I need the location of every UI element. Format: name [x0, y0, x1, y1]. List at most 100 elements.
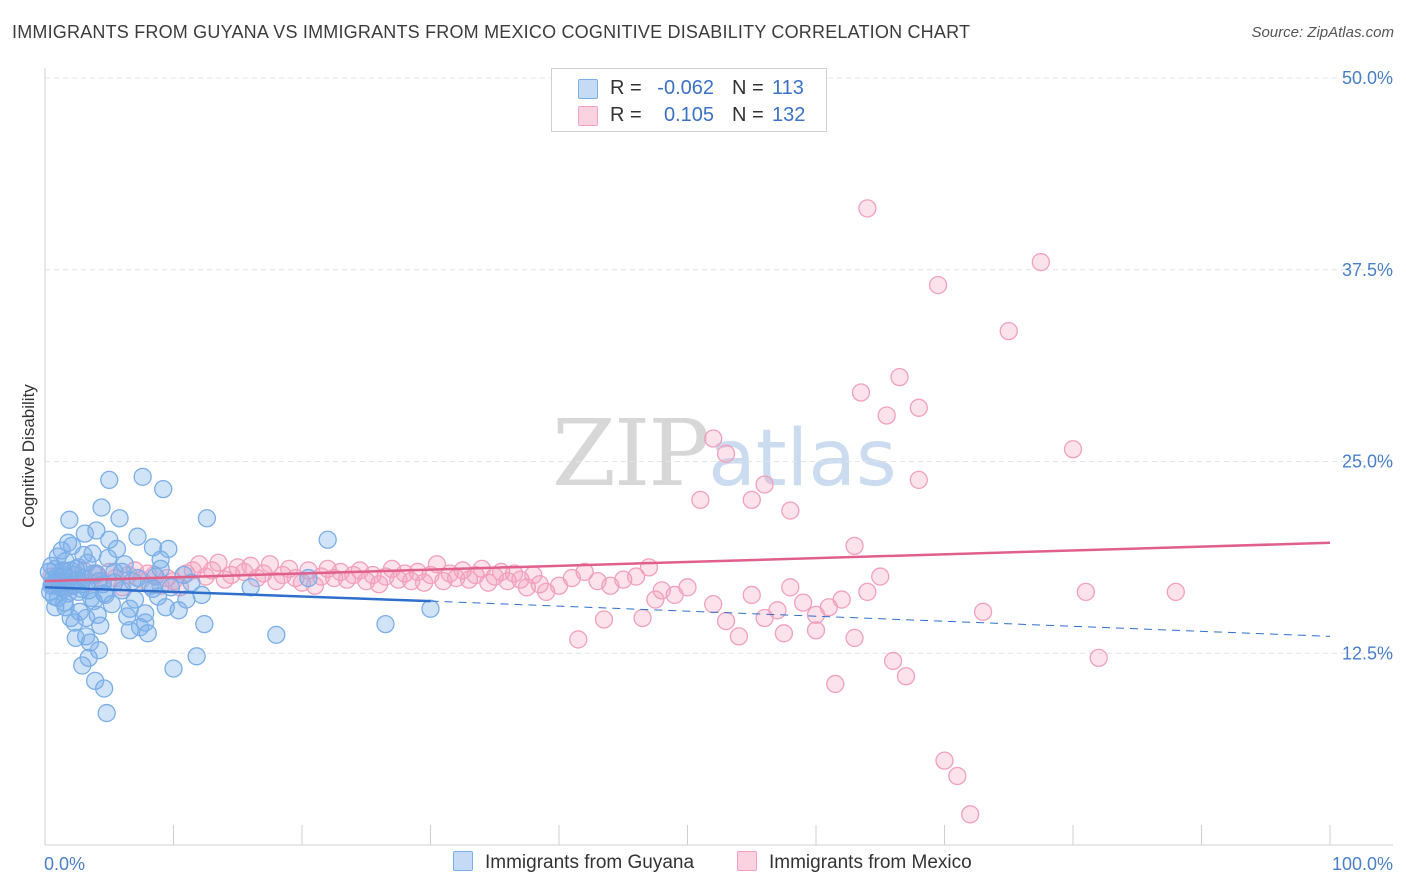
chart-title: IMMIGRANTS FROM GUYANA VS IMMIGRANTS FRO…	[12, 22, 971, 42]
bottom-legend-label-mexico: Immigrants from Mexico	[769, 852, 972, 873]
chart-source: Source: ZipAtlas.com	[1251, 24, 1394, 41]
stats-legend: R = -0.062 N = 113 R = 0.105 N = 132	[551, 68, 827, 132]
point-guyana	[94, 679, 114, 698]
point-guyana	[76, 608, 96, 628]
legend-r-value: 0.105	[663, 104, 714, 126]
point-guyana	[100, 470, 119, 490]
bottom-legend-label-guyana: Immigrants from Guyana	[485, 852, 695, 873]
point-mexico	[896, 667, 916, 686]
legend-n-value: 113	[772, 77, 804, 99]
point-mexico	[781, 578, 800, 597]
point-mexico	[742, 585, 761, 605]
point-mexico	[755, 475, 774, 494]
watermark: ZIPatlas	[552, 400, 897, 507]
watermark-zip: ZIP	[552, 400, 710, 507]
point-guyana	[136, 613, 155, 632]
point-mexico	[569, 630, 588, 649]
legend-r-value: -0.062	[657, 77, 714, 99]
y-tick-labels: 12.5% 25.0% 37.5% 50.0%	[1342, 68, 1393, 663]
bottom-legend-swatch-guyana	[453, 851, 473, 871]
point-guyana	[164, 659, 183, 678]
point-guyana	[89, 641, 109, 660]
point-mexico	[646, 590, 665, 609]
trend-line-mexico	[44, 541, 1331, 583]
point-guyana	[56, 598, 75, 617]
point-mexico	[626, 567, 646, 586]
point-mexico	[909, 470, 928, 490]
point-mexico	[575, 562, 594, 582]
point-guyana	[182, 573, 201, 592]
watermark-atlas: atlas	[708, 414, 897, 504]
point-guyana	[75, 524, 94, 543]
point-guyana	[187, 647, 206, 666]
point-mexico	[973, 602, 993, 621]
legend-swatch-mexico	[578, 106, 598, 126]
point-mexico	[1063, 440, 1083, 459]
point-guyana	[88, 605, 107, 625]
point-guyana	[71, 575, 91, 594]
point-mexico	[633, 608, 652, 628]
point-mexico	[806, 621, 826, 640]
point-mexico	[1076, 582, 1095, 602]
point-mexico	[704, 429, 723, 448]
point-guyana	[48, 588, 67, 608]
point-guyana	[87, 521, 106, 540]
point-guyana	[128, 527, 147, 546]
legend-n-label: N =	[732, 104, 764, 126]
point-mexico	[845, 536, 864, 556]
point-guyana	[151, 559, 170, 579]
point-mexico	[691, 490, 710, 510]
point-guyana	[197, 509, 217, 528]
point-guyana	[421, 599, 440, 618]
point-guyana	[91, 616, 110, 635]
legend-r-label: R =	[610, 104, 642, 126]
point-guyana	[74, 545, 93, 565]
point-guyana	[58, 533, 78, 552]
point-mexico	[704, 595, 723, 614]
legend-row-mexico: R = 0.105 N = 132	[552, 101, 826, 127]
point-mexico	[742, 490, 761, 510]
point-mexico	[1031, 252, 1051, 272]
bottom-legend-swatch-mexico	[737, 851, 757, 871]
series-guyana-points	[39, 467, 440, 723]
legend-swatch-guyana	[578, 79, 598, 99]
point-guyana	[112, 562, 132, 582]
point-guyana	[60, 510, 79, 529]
point-mexico	[594, 610, 614, 629]
point-guyana	[195, 614, 214, 634]
point-mexico	[935, 751, 954, 770]
point-guyana	[267, 625, 286, 644]
point-mexico	[678, 578, 697, 597]
series-mexico-points	[42, 199, 1185, 824]
point-guyana	[143, 579, 163, 598]
point-guyana	[133, 467, 152, 486]
point-mexico	[1089, 648, 1108, 668]
point-guyana	[318, 530, 337, 549]
point-mexico	[639, 558, 659, 577]
y-tick-label: 50.0%	[1342, 68, 1393, 88]
point-mexico	[794, 593, 813, 612]
point-guyana	[100, 530, 119, 549]
legend-n-label: N =	[732, 77, 764, 99]
point-mexico	[999, 321, 1018, 341]
point-mexico	[877, 406, 896, 425]
point-mexico	[948, 766, 967, 786]
point-mexico	[845, 628, 864, 648]
point-guyana	[136, 604, 155, 623]
point-guyana	[138, 624, 157, 643]
point-mexico	[928, 275, 948, 295]
point-mexico	[716, 444, 736, 463]
y-tick-label: 37.5%	[1342, 260, 1393, 280]
x-tick-marks	[173, 825, 1331, 845]
point-mexico	[909, 398, 928, 417]
point-guyana	[107, 539, 127, 559]
point-guyana	[87, 564, 106, 583]
point-mexico	[826, 674, 845, 694]
point-mexico	[781, 501, 800, 520]
point-guyana	[97, 703, 116, 723]
point-mexico	[961, 805, 980, 824]
point-mexico	[883, 651, 903, 671]
point-mexico	[851, 383, 871, 402]
y-tick-label: 12.5%	[1342, 643, 1393, 663]
